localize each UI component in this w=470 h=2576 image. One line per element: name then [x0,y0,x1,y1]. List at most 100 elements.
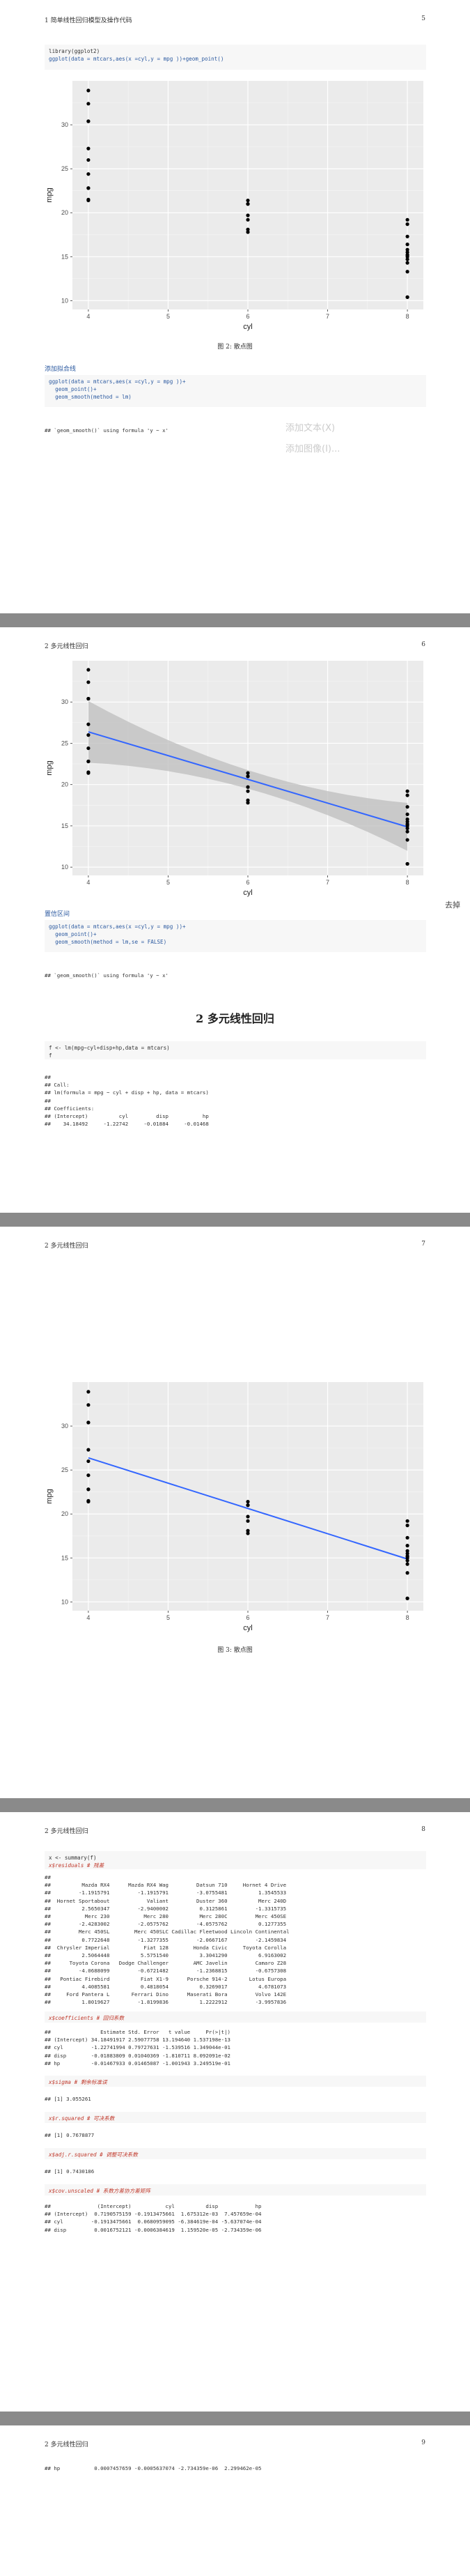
cov-unscaled-output: ## (Intercept) cyl disp hp ## (Intercept… [45,2202,426,2234]
adj-r-squared-output: ## [1] 0.7430186 [45,2168,95,2175]
data-point [86,1403,91,1407]
menu-item-add-text[interactable]: 添加文本(X) [285,423,336,434]
data-point [86,158,91,162]
r-squared-output: ## [1] 0.7678877 [45,2132,95,2138]
data-point [86,1473,91,1478]
data-point [405,1558,409,1563]
x-tick-label: 4 [86,313,90,320]
x-axis-label: cyl [243,323,252,331]
page-header: 2 多元线性回归 [45,643,88,650]
menu-item-add-image[interactable]: 添加图像(I)... [285,444,340,454]
residual-line: ## -2.4283002 -2.0575762 -4.0575762 0.12… [45,1921,287,1928]
cov-line: ## (Intercept) 0.7190575159 -0.191347566… [45,2211,262,2218]
data-point [246,774,250,779]
data-point [86,146,91,151]
data-point [246,1531,250,1535]
data-point [246,771,250,775]
y-tick-label: 15 [61,1554,68,1561]
data-point [246,798,250,802]
residuals-output: ## ## Mazda RX4 Mazda RX4 Wag Datsun 710… [45,1873,426,2006]
lm-output: ## ## Call: ## lm(formula = mpg ~ cyl + … [45,1074,209,1128]
data-point [405,805,409,809]
fit-line [88,731,408,828]
data-point [86,119,91,123]
page-header: 2 多元线性回归 [45,1243,88,1250]
label-fit-line: 添加拟合线 [45,366,77,373]
coef-line: ## hp -0.01467933 0.01465087 -1.001943 3… [45,2060,230,2067]
data-point [405,826,409,831]
data-point [246,1528,250,1533]
page-header: 2 多元线性回归 [45,2441,88,2448]
y-tick-label: 20 [61,781,68,788]
page-5: 2 多元线性回归 9 ## hp 0.0007457659 -0.0005637… [0,2425,470,2576]
data-point [86,1390,91,1394]
y-tick-label: 30 [61,1423,68,1429]
remove-button[interactable]: 去掉 [445,900,460,910]
y-tick-label: 10 [61,864,68,871]
data-point [246,217,250,222]
data-point [86,680,91,684]
data-point [86,186,91,190]
data-point [246,213,250,217]
data-point [246,1503,250,1508]
scatter-chart-3: 4 5 6 7 8 10 15 20 25 30 cyl mpg [45,1382,423,1632]
y-tick-label: 15 [61,253,68,260]
fit-line [88,1457,408,1560]
residual-line: ## 1.8019627 -1.8199836 1.2222912 -3.995… [45,1999,287,2006]
residual-line: ## Mazda RX4 Mazda RX4 Wag Datsun 710 Ho… [45,1882,287,1889]
y-tick-label: 30 [61,698,68,705]
data-point [86,771,91,775]
data-point [405,295,409,299]
data-point [246,789,250,793]
x-tick-label: 8 [406,1614,409,1621]
data-point [405,261,409,265]
code-block-4: f <- lm(mpg~cyl+disp+hp,data = mtcars) f [45,1041,426,1059]
y-tick-label: 25 [61,739,68,746]
residual-line: ## Pontiac Firebird Fiat X1-9 Porsche 91… [45,1975,287,1982]
data-point [246,785,250,789]
residual-line: ## 2.5650347 -2.9400002 0.3125861 -1.331… [45,1905,287,1912]
floating-context-menu: 添加文本(X) 添加图像(I)... [285,418,411,460]
data-point [86,1448,91,1452]
data-point [86,746,91,751]
data-point [405,254,409,259]
data-point [405,1556,409,1560]
code-block-6: x$coefficients # 回归系数 [45,2011,426,2023]
data-point [86,172,91,176]
y-tick-label: 15 [61,822,68,829]
data-point [86,1499,91,1504]
data-point [405,1551,409,1556]
y-axis-label: mpg [45,187,54,202]
data-point [246,1499,250,1504]
page-header: 1 简单线性回归模型及操作代码 [45,17,132,24]
data-point [405,250,409,254]
code-block-5: x <- summary(f) x$residuals # 残差 [45,1851,426,1869]
data-point [86,668,91,672]
data-point [86,198,91,203]
y-axis-label: mpg [45,760,54,775]
page-number: 7 [421,1241,425,1248]
data-point [246,202,250,206]
scatter-chart-2: 4 5 6 7 8 10 15 20 25 30 cyl mpg [45,661,423,897]
data-point [86,1487,91,1492]
y-tick-label: 20 [61,1510,68,1517]
data-point [86,102,91,106]
residual-line: ## 4.4085581 0.4818054 0.3269017 4.67810… [45,1983,287,1990]
residual-line: ## 0.7722648 -1.3277355 -2.0667167 -2.14… [45,1936,287,1943]
coef-line: ## disp -0.01883809 0.01040369 -1.810711… [45,2052,230,2059]
data-point [86,722,91,726]
y-axis-label: mpg [45,1489,54,1503]
y-tick-label: 10 [61,1598,68,1605]
residual-line: ## -1.1915791 -1.1915791 -3.0755481 1.35… [45,1889,287,1896]
code-line: library(ggplot2) [49,48,100,54]
data-point [405,217,409,222]
page-number: 6 [421,641,425,648]
residual-line: ## -4.0688099 -0.6721482 -1.2368815 -0.6… [45,1968,287,1975]
y-tick-label: 10 [61,297,68,304]
page-3: 2 多元线性回归 7 4 5 6 7 8 10 15 20 25 30 cyl mpg 图 3: 散点… [0,1227,470,1798]
y-tick-label: 20 [61,209,68,216]
residual-line: ## [45,1874,51,1880]
y-tick-label: 25 [61,1466,68,1473]
data-point [86,1459,91,1464]
data-point [405,1596,409,1600]
